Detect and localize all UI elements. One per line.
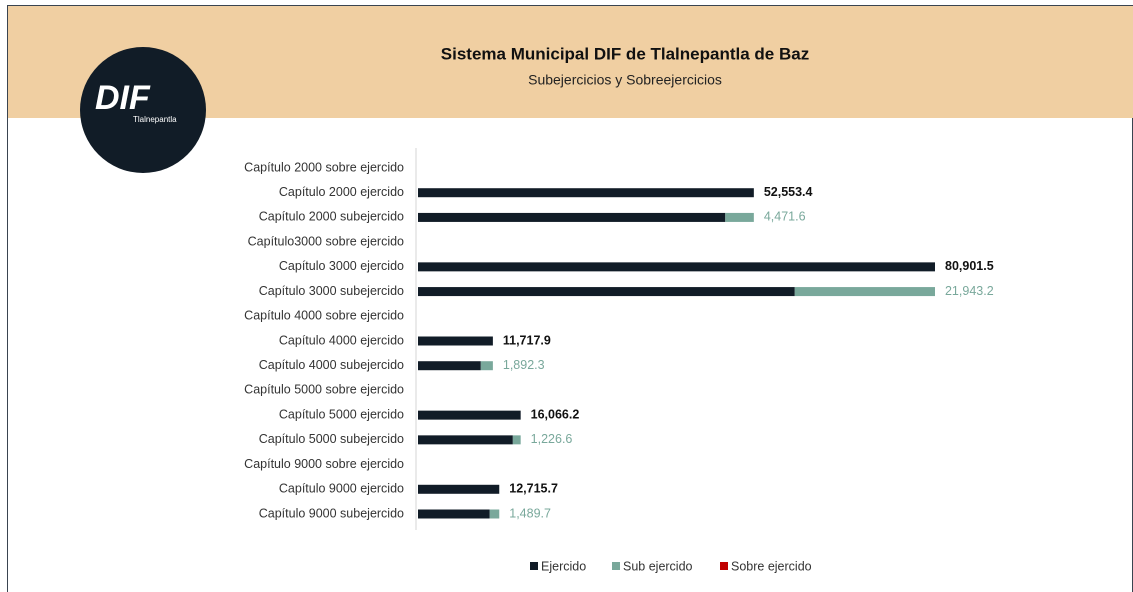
bar-segment (418, 410, 521, 420)
category-label: Capítulo 4000 ejercido (279, 333, 404, 347)
legend-swatch (720, 562, 728, 570)
category-label: Capítulo 3000 subejercido (259, 284, 404, 298)
legend-label: Sobre ejercido (731, 559, 812, 573)
value-label: 11,717.9 (503, 333, 551, 347)
value-label: 1,892.3 (503, 358, 545, 372)
value-label: 1,489.7 (509, 506, 551, 520)
bar-segment (725, 212, 754, 222)
bar-segment (418, 435, 513, 445)
bar-segment (418, 361, 481, 371)
value-label: 52,553.4 (764, 185, 813, 199)
category-label: Capítulo 3000 ejercido (279, 259, 404, 273)
logo-subtext: Tlalnepantla (133, 115, 177, 124)
chart-subtitle: Subejercicios y Sobreejercicios (528, 72, 722, 88)
bar-segment (489, 509, 500, 519)
bar-segment (418, 509, 490, 519)
legend-swatch (612, 562, 620, 570)
bar-segment (418, 287, 795, 297)
logo-text: DIF (95, 79, 151, 117)
chart-title: Sistema Municipal DIF de Tlalnepantla de… (441, 44, 809, 63)
legend-swatch (530, 562, 538, 570)
value-label: 21,943.2 (945, 284, 994, 298)
value-label: 1,226.6 (531, 432, 573, 446)
category-label: Capítulo 9000 sobre ejercido (244, 457, 404, 471)
legend-label: Sub ejercido (623, 559, 693, 573)
bar-segment (418, 336, 493, 346)
bar-segment (512, 435, 521, 445)
category-label: Capítulo 5000 ejercido (279, 407, 404, 421)
bar-segment (418, 262, 935, 272)
category-label: Capítulo 2000 sobre ejercido (244, 160, 404, 174)
value-label: 16,066.2 (531, 407, 580, 421)
category-label: Capítulo 5000 sobre ejercido (244, 383, 404, 397)
value-label: 4,471.6 (764, 210, 806, 224)
legend-label: Ejercido (541, 559, 586, 573)
bar-segment (480, 361, 493, 371)
category-label: Capítulo 4000 subejercido (259, 358, 404, 372)
value-label: 12,715.7 (509, 482, 558, 496)
category-label: Capítulo 2000 ejercido (279, 185, 404, 199)
category-label: Capítulo 4000 sobre ejercido (244, 309, 404, 323)
category-label: Capítulo 2000 subejercido (259, 210, 404, 224)
category-label: Capítulo 9000 ejercido (279, 482, 404, 496)
logo (80, 47, 206, 173)
category-label: Capítulo 9000 subejercido (259, 506, 404, 520)
category-label: Capítulo 5000 subejercido (259, 432, 404, 446)
bar-segment (794, 287, 935, 297)
category-label: Capítulo3000 sobre ejercido (248, 234, 404, 248)
value-label: 80,901.5 (945, 259, 994, 273)
bar-segment (418, 212, 726, 222)
bar-segment (418, 484, 500, 494)
bar-segment (418, 188, 754, 198)
